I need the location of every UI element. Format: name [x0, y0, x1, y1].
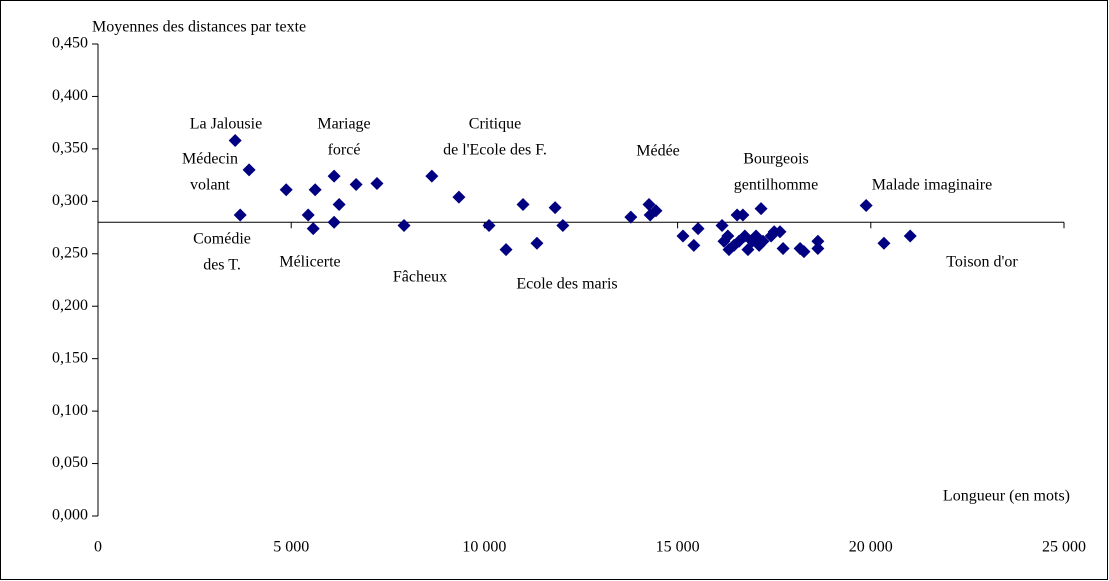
point — [776, 242, 790, 256]
point — [756, 234, 770, 248]
point — [301, 208, 315, 222]
x-tick-label: 0 — [94, 539, 102, 556]
point — [687, 238, 701, 252]
point — [642, 197, 656, 211]
point — [482, 218, 496, 232]
point — [308, 183, 322, 197]
y-tick-label: 0,250 — [52, 244, 88, 261]
point — [797, 245, 811, 259]
point — [332, 197, 346, 211]
x-tick-label: 15 000 — [656, 539, 700, 556]
annotation: Critique — [469, 116, 521, 133]
y-tick-label: 0,350 — [52, 140, 88, 157]
x-axis-label: Longueur (en mots) — [943, 488, 1070, 505]
point — [691, 222, 705, 236]
point — [425, 169, 439, 183]
annotation: forcé — [328, 142, 361, 159]
point — [676, 229, 690, 243]
annotation: volant — [190, 177, 231, 194]
annotation: Malade imaginaire — [872, 177, 992, 194]
point — [327, 169, 341, 183]
point — [530, 236, 544, 250]
annotation: Ecole des maris — [516, 276, 617, 293]
annotation: Mariage — [317, 116, 370, 133]
point — [327, 215, 341, 229]
point — [306, 222, 320, 236]
annotation: Toison d'or — [946, 254, 1018, 271]
point — [811, 234, 825, 248]
y-tick-label: 0,000 — [52, 507, 88, 524]
x-tick-label: 5 000 — [273, 539, 309, 556]
annotation: Comédie — [193, 231, 251, 248]
point — [877, 236, 891, 250]
annotation: de l'Ecole des F. — [443, 142, 547, 159]
x-tick-label: 20 000 — [849, 539, 893, 556]
annotation: Fâcheux — [393, 269, 447, 286]
point — [721, 229, 735, 243]
annotation: Bourgeois — [743, 151, 808, 168]
point — [516, 197, 530, 211]
annotation: Médée — [636, 143, 680, 160]
y-tick-label: 0,150 — [52, 349, 88, 366]
y-tick-label: 0,200 — [52, 297, 88, 314]
point — [370, 177, 384, 191]
y-tick-label: 0,100 — [52, 402, 88, 419]
x-tick-label: 25 000 — [1042, 539, 1086, 556]
annotation: gentilhomme — [734, 177, 818, 194]
point — [715, 218, 729, 232]
y-tick-label: 0,300 — [52, 192, 88, 209]
point — [452, 190, 466, 204]
point — [279, 183, 293, 197]
annotation: Médecin — [182, 151, 238, 168]
point — [811, 242, 825, 256]
point — [242, 163, 256, 177]
point — [773, 225, 787, 239]
point — [649, 204, 663, 218]
annotation: des T. — [203, 257, 241, 274]
annotation: Mélicerte — [279, 254, 340, 271]
point — [859, 199, 873, 213]
y-tick-label: 0,450 — [52, 35, 88, 52]
y-tick-label: 0,400 — [52, 87, 88, 104]
point — [228, 133, 242, 147]
point — [754, 202, 768, 216]
point — [349, 178, 363, 192]
point — [548, 201, 562, 215]
point — [903, 229, 917, 243]
point — [556, 218, 570, 232]
point — [499, 243, 513, 257]
y-tick-label: 0,050 — [52, 454, 88, 471]
point — [397, 218, 411, 232]
x-tick-label: 10 000 — [462, 539, 506, 556]
point — [736, 208, 750, 222]
annotation: La Jalousie — [190, 116, 262, 133]
point — [233, 208, 247, 222]
y-axis-label: Moyennes des distances par texte — [92, 19, 306, 36]
point — [624, 210, 638, 224]
